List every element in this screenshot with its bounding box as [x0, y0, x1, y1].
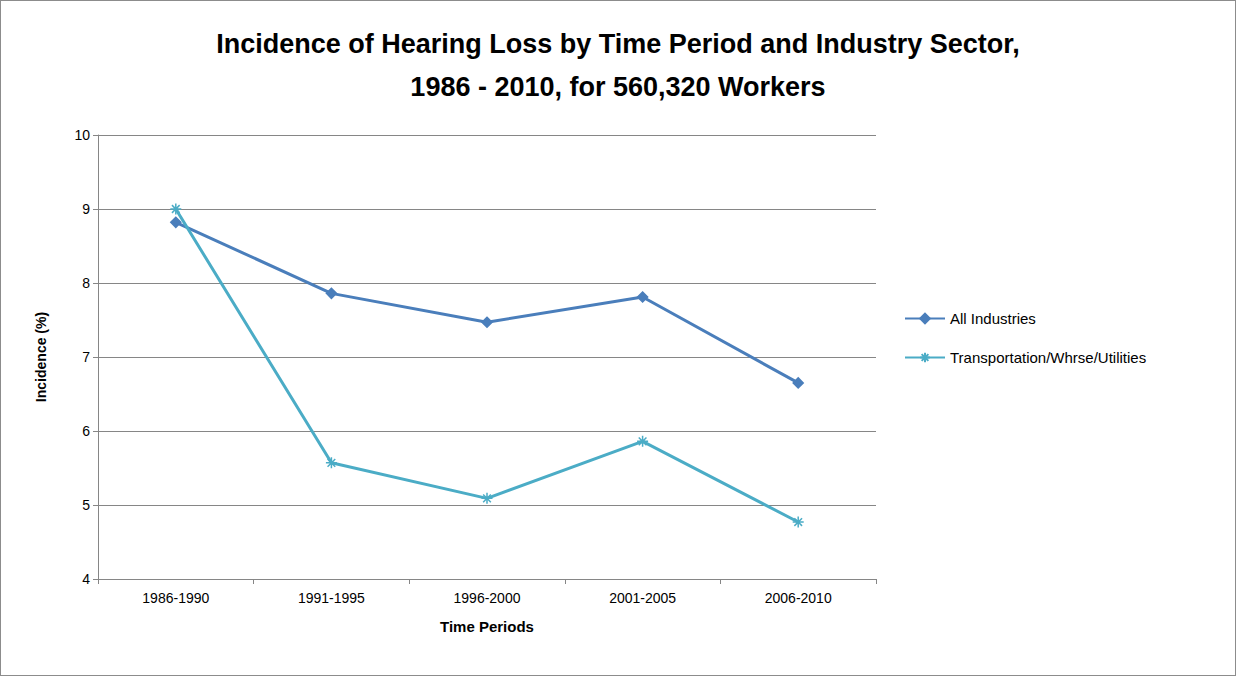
svg-text:Incidence (%): Incidence (%) [33, 312, 49, 402]
svg-text:Transportation/Whrse/Utilities: Transportation/Whrse/Utilities [950, 349, 1146, 366]
svg-text:6: 6 [82, 423, 90, 439]
svg-text:9: 9 [82, 201, 90, 217]
svg-text:7: 7 [82, 349, 90, 365]
svg-text:Time Periods: Time Periods [440, 618, 534, 635]
svg-text:1991-1995: 1991-1995 [298, 590, 365, 606]
svg-text:1996-2000: 1996-2000 [454, 590, 521, 606]
svg-text:2006-2010: 2006-2010 [765, 590, 832, 606]
svg-text:2001-2005: 2001-2005 [609, 590, 676, 606]
svg-text:8: 8 [82, 275, 90, 291]
svg-text:1986 - 2010, for 560,320 Worke: 1986 - 2010, for 560,320 Workers [410, 72, 825, 102]
svg-text:5: 5 [82, 497, 90, 513]
svg-text:1986-1990: 1986-1990 [142, 590, 209, 606]
svg-text:10: 10 [74, 127, 90, 143]
svg-text:4: 4 [82, 571, 90, 587]
svg-text:All Industries: All Industries [950, 310, 1036, 327]
svg-text:Incidence of Hearing Loss by T: Incidence of Hearing Loss by Time Period… [216, 29, 1020, 59]
